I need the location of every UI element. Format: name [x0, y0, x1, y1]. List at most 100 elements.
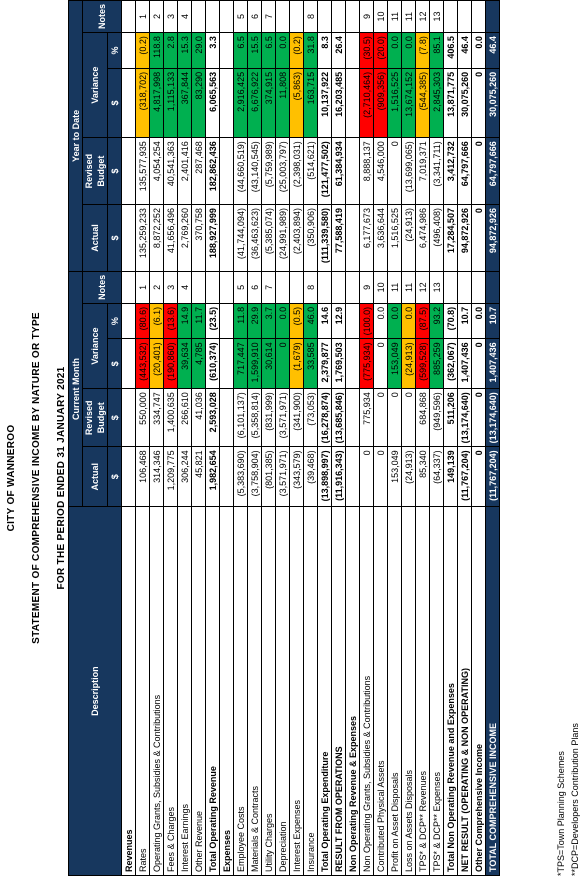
cell-pct: 0.0 [401, 32, 416, 69]
cell-pct: 15.5 [247, 32, 262, 69]
cell-variance: (544,385) [415, 68, 430, 138]
cell-budget: (5,759,989) [261, 137, 276, 205]
empty-cell [345, 303, 360, 339]
cell-variance: 0 [471, 68, 486, 138]
cell-pct: (80.6) [135, 303, 150, 339]
cell-pct: 3.3 [205, 32, 220, 69]
cell-variance: 1,407,436 [457, 338, 472, 389]
empty-cell [191, 271, 206, 304]
cell-budget: 550,000 [135, 388, 150, 447]
cell-actual: 1,982,654 [205, 446, 220, 507]
table-row: Revenues [121, 0, 136, 876]
cell-pct: 0.0 [387, 32, 402, 69]
empty-cell [121, 303, 136, 339]
cell-actual: 17,284,507 [443, 204, 458, 272]
cell-variance: 10,137,922 [317, 68, 332, 138]
empty-cell [485, 271, 500, 304]
cell-budget: (73,053) [303, 388, 318, 447]
empty-cell [121, 388, 136, 447]
cell-variance: 16,203,485 [331, 68, 346, 138]
empty-cell [275, 0, 290, 33]
cell-actual: (343,579) [289, 446, 304, 507]
cell-actual: 153,049 [387, 446, 402, 507]
cell-variance: (5,863) [289, 68, 304, 138]
cell-budget: 7,019,371 [415, 137, 430, 205]
cell-variance: 0 [275, 338, 290, 389]
table-row: Other Revenue 45,821 41,036 4,785 11.7 370,75… [191, 0, 206, 876]
cell-budget: 287,468 [191, 137, 206, 205]
statement-title: STATEMENT OF COMPREHENSIVE INCOME BY NAT… [31, 312, 42, 644]
cell-actual: (24,991,989) [275, 204, 290, 272]
empty-cell [345, 338, 360, 389]
cell-actual: 41,656,496 [163, 204, 178, 272]
unit-header: $ [107, 446, 122, 507]
table-row: Employee Costs (5,383,690) (6,101,137) 717,… [233, 0, 248, 876]
cell-budget: (13,699,065) [401, 137, 416, 205]
row-label: Revenues [121, 506, 136, 876]
table-row: Other Comprehensive Income 0 0 0 0.0 0 0 0 0.0 [471, 0, 486, 876]
row-label: Contributed Physical Assets [373, 506, 388, 876]
cell-pct: (0.5) [289, 303, 304, 339]
cell-pct: 0.0 [387, 303, 402, 339]
row-label: Loss on Assets Disposals [401, 506, 416, 876]
cell-budget: (514,621) [303, 137, 318, 205]
empty-cell [457, 271, 472, 304]
empty-cell [219, 137, 234, 205]
cell-actual: (11,916,343) [331, 446, 346, 507]
footnote: *TPS=Town Planning Schemes [556, 751, 566, 876]
cell-actual: 0 [373, 446, 388, 507]
table-row: NET RESULT (OPERATING & NON OPERATING) (1… [457, 0, 472, 876]
cell-budget: 4,546,000 [373, 137, 388, 205]
row-label: Depreciation [275, 506, 290, 876]
cell-budget: 775,934 [359, 388, 374, 447]
cell-note: 9 [359, 271, 374, 304]
cell-actual: 1,516,525 [387, 204, 402, 272]
cell-budget: (3,571,971) [275, 388, 290, 447]
cell-note: 7 [261, 271, 276, 304]
cell-actual: 0 [359, 446, 374, 507]
cell-pct: (7.8) [415, 32, 430, 69]
unit-header: % [107, 303, 122, 339]
cell-pct: (70.8) [443, 303, 458, 339]
row-label: TPS* & DCP** Revenues [415, 506, 430, 876]
cell-variance: 6,065,563 [205, 68, 220, 138]
row-label: Other Revenue [191, 506, 206, 876]
cell-note: 11 [387, 0, 402, 33]
empty-cell [219, 271, 234, 304]
cell-budget: 266,610 [177, 388, 192, 447]
cell-budget: (121,477,502) [317, 137, 332, 205]
cell-pct: 0.0 [373, 303, 388, 339]
cell-pct: 29.0 [191, 32, 206, 69]
empty-cell [331, 0, 346, 33]
cell-pct: 0.0 [275, 32, 290, 69]
cell-pct: 29.9 [247, 303, 262, 339]
cell-actual: (350,906) [303, 204, 318, 272]
cell-variance: 30,075,260 [457, 68, 472, 138]
cell-variance: (318,702) [135, 68, 150, 138]
cell-note: 2 [149, 271, 164, 304]
cell-variance: 0 [373, 338, 388, 389]
cell-note: 2 [149, 0, 164, 33]
row-label: RESULT FROM OPERATIONS [331, 506, 346, 876]
cell-budget: (44,660,519) [233, 137, 248, 205]
cell-actual: 94,872,926 [485, 204, 500, 272]
empty-cell [219, 0, 234, 33]
cell-budget: 0 [373, 388, 388, 447]
cell-variance: 0 [471, 338, 486, 389]
cell-variance: 33,585 [303, 338, 318, 389]
cell-actual: 6,177,673 [359, 204, 374, 272]
footnote: **DCP=Developers Contribution Plans [570, 723, 580, 876]
cell-budget: (16,278,874) [317, 388, 332, 447]
cell-note: 1 [135, 0, 150, 33]
cell-budget: 511,206 [443, 388, 458, 447]
table-row: Non Operating Grants, Subsidies & Contri… [359, 0, 374, 876]
cell-budget: (43,140,545) [247, 137, 262, 205]
cell-variance: (775,934) [359, 338, 374, 389]
cell-pct: 46.4 [485, 32, 500, 69]
cell-budget: 40,541,363 [163, 137, 178, 205]
cell-actual: (3,571,971) [275, 446, 290, 507]
cell-pct: (87.5) [415, 303, 430, 339]
cell-budget: (831,999) [261, 388, 276, 447]
cell-budget: (13,174,640) [485, 388, 500, 447]
